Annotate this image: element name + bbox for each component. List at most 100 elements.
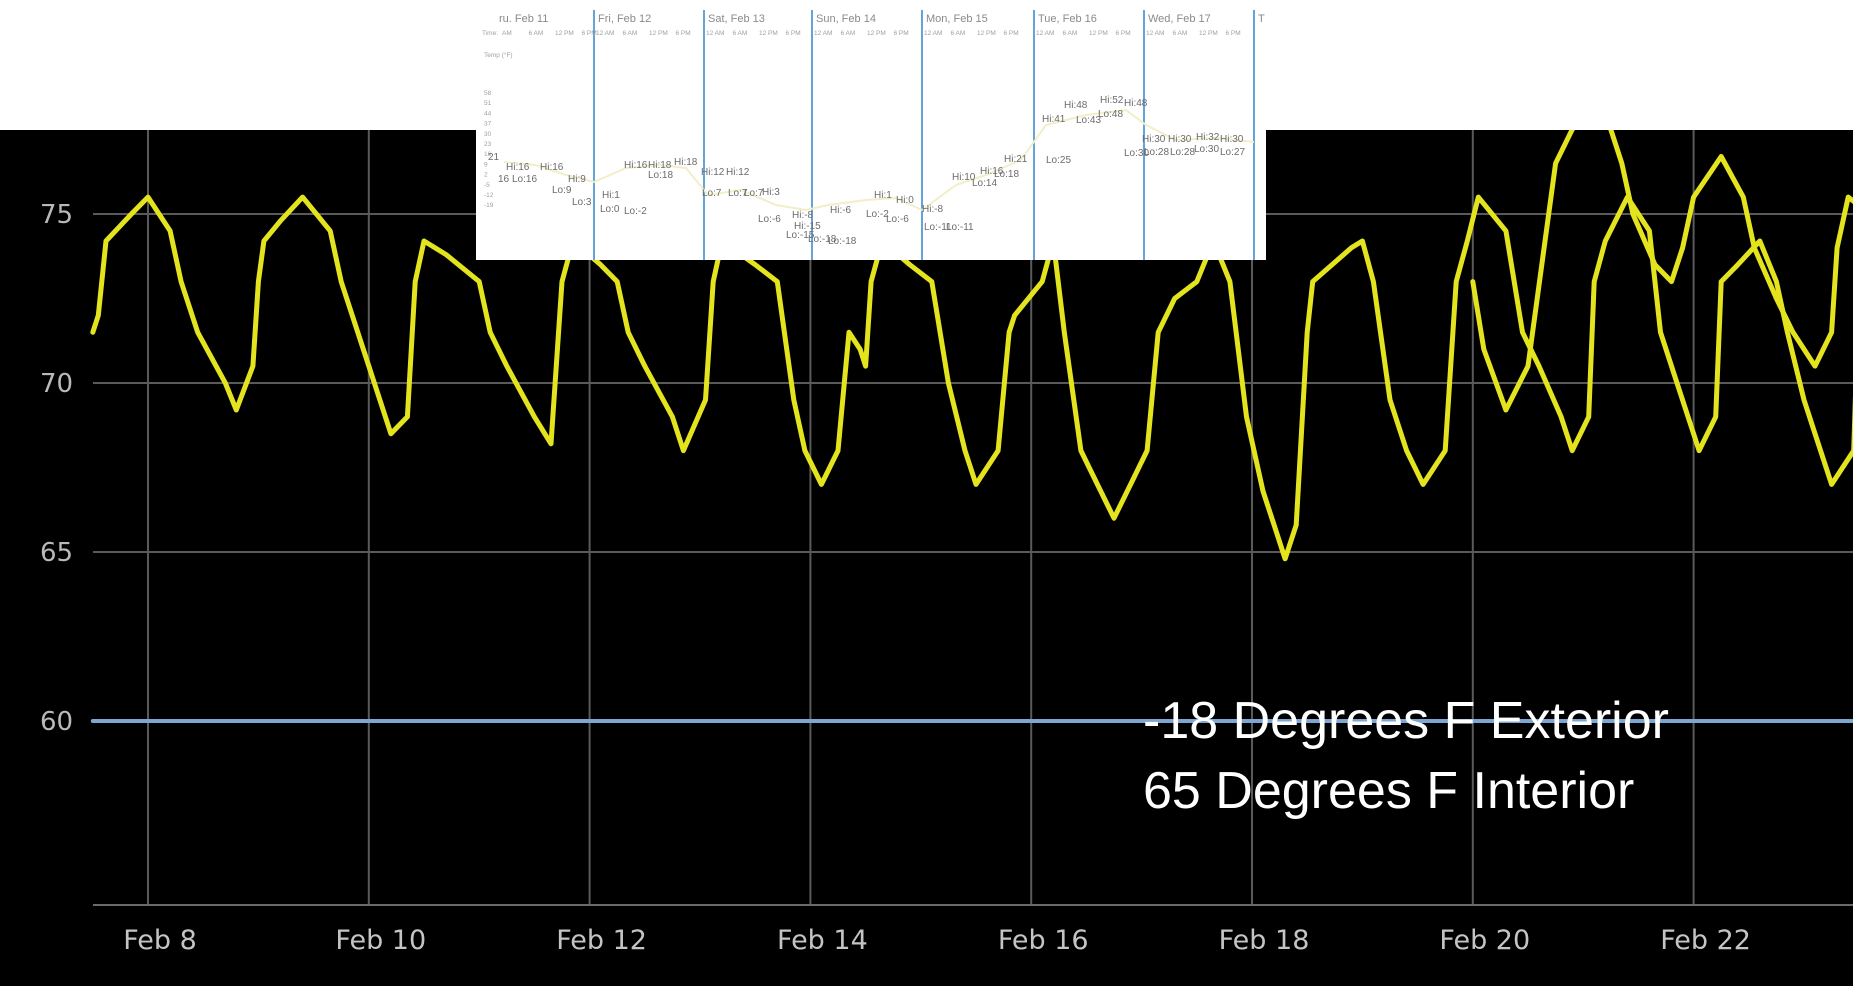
forecast-point-label: Lo:7 [702, 188, 722, 199]
forecast-y-tick: 44 [484, 110, 492, 117]
forecast-point-label: Lo:48 [1098, 109, 1123, 120]
time-label: AM [502, 30, 512, 37]
forecast-point-label: 16 [498, 174, 510, 185]
forecast-point-label: Hi:18 [648, 160, 672, 171]
forecast-point-label: Lo:-6 [886, 214, 909, 225]
forecast-point-label: Lo:30 [1124, 148, 1149, 159]
forecast-day-header: Wed, Feb 17 [1148, 13, 1211, 25]
forecast-point-label: Hi:-6 [830, 205, 852, 216]
forecast-point-label: Hi:16 [980, 166, 1004, 177]
time-label: 12 PM [1089, 30, 1108, 37]
forecast-day-header: Sat, Feb 13 [708, 13, 765, 25]
time-label: 12 AM [1146, 30, 1164, 37]
forecast-day-header: Sun, Feb 14 [816, 13, 876, 25]
forecast-day-header: T [1258, 13, 1265, 25]
exterior-temperature-annotation: -18 Degrees F Exterior [1143, 692, 1669, 750]
forecast-point-label: Lo:-6 [758, 214, 781, 225]
forecast-y-tick: 16 [484, 151, 492, 158]
time-label: 6 AM [841, 30, 856, 37]
forecast-point-label: Lo:-11 [924, 222, 952, 233]
forecast-y-tick: -12 [484, 192, 494, 199]
forecast-point-label: Hi:21 [1004, 154, 1028, 165]
time-label: 12 AM [924, 30, 942, 37]
forecast-point-label: Hi:16 [624, 160, 648, 171]
x-tick-label: Feb 14 [777, 925, 868, 956]
x-tick-label: Feb 20 [1439, 925, 1530, 956]
x-tick-label: Feb 18 [1219, 925, 1310, 956]
forecast-y-tick: 58 [484, 90, 492, 97]
forecast-point-label: Lo:9 [552, 185, 572, 196]
forecast-point-label: Lo:43 [1076, 115, 1101, 126]
time-label: 12 AM [596, 30, 614, 37]
forecast-point-label: Lo:-2 [624, 206, 647, 217]
time-label: 6 PM [1116, 30, 1131, 37]
forecast-point-label: Hi:16 [540, 162, 564, 173]
forecast-point-label: Hi:48 [1064, 100, 1088, 111]
forecast-point-label: Hi:30 [1168, 134, 1192, 145]
forecast-point-label: Hi:-8 [792, 210, 814, 221]
forecast-day-header: Tue, Feb 16 [1038, 13, 1097, 25]
time-label: 6 PM [1004, 30, 1019, 37]
forecast-point-label: Hi:1 [602, 190, 620, 201]
forecast-temperature-line [503, 108, 1255, 212]
forecast-point-label: Lo:14 [972, 178, 997, 189]
x-tick-label: Feb 22 [1660, 925, 1751, 956]
forecast-day-header: ru. Feb 11 [499, 13, 548, 25]
indoor-temperature-line [1470, 130, 1853, 413]
forecast-point-label: Hi:12 [726, 167, 750, 178]
forecast-y-tick: 30 [484, 131, 492, 138]
forecast-point-label: Hi:3 [762, 187, 780, 198]
time-label: 12 PM [867, 30, 886, 37]
forecast-point-label: Lo:30 [1194, 144, 1219, 155]
time-label: 6 AM [733, 30, 748, 37]
x-tick-label: Feb 8 [123, 925, 197, 956]
forecast-point-label: Lo:-2 [866, 209, 889, 220]
forecast-point-label: Hi:18 [674, 157, 698, 168]
time-label: 12 PM [759, 30, 778, 37]
forecast-point-label: Hi:30 [1220, 134, 1244, 145]
time-label: 6 PM [786, 30, 801, 37]
forecast-point-label: Lo:18 [648, 170, 673, 181]
y-tick-label: 60 [40, 707, 73, 737]
indoor-temperature-line [90, 194, 1853, 562]
time-label: 6 AM [951, 30, 966, 37]
forecast-point-label: Hi:-8 [922, 204, 944, 215]
forecast-point-label: Lo:-18 [828, 236, 857, 247]
time-label: 12 PM [555, 30, 574, 37]
y-tick-label: 65 [40, 538, 73, 568]
forecast-y-tick: 37 [484, 121, 492, 128]
x-tick-label: Feb 12 [556, 925, 647, 956]
forecast-point-label: Lo:-15 [786, 230, 815, 241]
time-label: 12 AM [1036, 30, 1054, 37]
forecast-point-label: Hi:0 [896, 195, 914, 206]
y-tick-label: 70 [40, 369, 73, 399]
time-label: 6 PM [676, 30, 691, 37]
forecast-y-tick: -5 [484, 182, 490, 189]
time-label: 12 PM [977, 30, 996, 37]
y-tick-label: 75 [40, 200, 73, 230]
forecast-y-tick: 51 [484, 100, 492, 107]
forecast-point-label: Lo:28 [1144, 147, 1169, 158]
forecast-point-label: Hi:52 [1100, 95, 1124, 106]
forecast-point-label: 21 [488, 152, 500, 163]
time-label: 6 AM [1173, 30, 1188, 37]
forecast-y-tick: -19 [484, 202, 494, 209]
forecast-point-label: Lo:7 [728, 188, 748, 199]
time-label: 6 PM [582, 30, 597, 37]
forecast-point-label: Hi:41 [1042, 114, 1066, 125]
forecast-point-label: Hi:30 [1142, 134, 1166, 145]
forecast-y-tick: 23 [484, 141, 492, 148]
forecast-day-header: Mon, Feb 15 [926, 13, 988, 25]
forecast-point-label: Hi:1 [874, 190, 892, 201]
forecast-point-label: Lo:-18 [808, 234, 837, 245]
time-label: 6 AM [1063, 30, 1078, 37]
time-label: 12 PM [1199, 30, 1218, 37]
forecast-point-label: Lo:27 [1220, 147, 1245, 158]
x-tick-label: Feb 16 [998, 925, 1089, 956]
time-label: 6 PM [1226, 30, 1241, 37]
time-label: 6 AM [623, 30, 638, 37]
weather-forecast-inset: ru. Feb 11 Fri, Feb 12 Sat, Feb 13 Sun, Feb… [476, 0, 1266, 260]
forecast-day-header: Fri, Feb 12 [598, 13, 651, 25]
forecast-point-label: Hi:12 [701, 167, 725, 178]
